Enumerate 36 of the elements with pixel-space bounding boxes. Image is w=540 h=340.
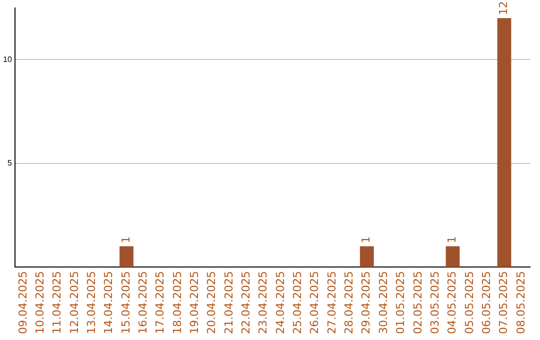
y-tick-label: 10 [2, 54, 12, 64]
x-tick-label: 15.04.2025 [119, 271, 132, 334]
x-tick-label: 07.05.2025 [497, 271, 510, 334]
x-tick-label: 17.04.2025 [154, 271, 167, 334]
x-tick-label: 16.04.2025 [136, 271, 150, 334]
x-tick-label: 24.04.2025 [274, 271, 287, 334]
x-tick-label: 08.05.2025 [514, 271, 528, 334]
x-tick-label: 23.04.2025 [256, 271, 270, 334]
data-label: 12 [497, 1, 510, 16]
x-tick-label: 19.04.2025 [188, 271, 202, 334]
x-tick-label: 20.04.2025 [205, 271, 218, 334]
x-tick-label: 04.05.2025 [446, 271, 459, 334]
x-tick-label: 05.05.2025 [462, 271, 476, 334]
data-label: 1 [360, 236, 373, 244]
x-tick-label: 11.04.2025 [50, 271, 64, 334]
x-tick-label: 25.04.2025 [291, 271, 304, 334]
y-tick-label: 5 [7, 158, 12, 168]
data-label: 1 [119, 236, 132, 244]
x-tick-label: 21.04.2025 [222, 271, 236, 334]
x-tick-label: 27.04.2025 [325, 271, 338, 334]
x-tick-label: 18.04.2025 [170, 271, 184, 334]
x-tick-label: 06.05.2025 [480, 271, 493, 334]
data-label: 1 [446, 236, 459, 244]
x-tick-label: 01.05.2025 [394, 271, 408, 334]
x-tick-label: 30.04.2025 [376, 271, 390, 334]
x-tick-label: 22.04.2025 [240, 271, 253, 334]
x-tick-label: 09.04.2025 [16, 271, 30, 334]
x-tick-label: 28.04.2025 [342, 271, 356, 334]
x-tick-label: 02.05.2025 [411, 271, 424, 334]
x-tick-label: 03.05.2025 [428, 271, 442, 334]
x-tick-label: 13.04.2025 [85, 271, 98, 334]
x-tick-label: 26.04.2025 [308, 271, 322, 334]
x-tick-label: 29.04.2025 [360, 271, 373, 334]
x-tick-label: 12.04.2025 [68, 271, 81, 334]
x-tick-label: 14.04.2025 [102, 271, 116, 334]
x-tick-label: 10.04.2025 [34, 271, 47, 334]
